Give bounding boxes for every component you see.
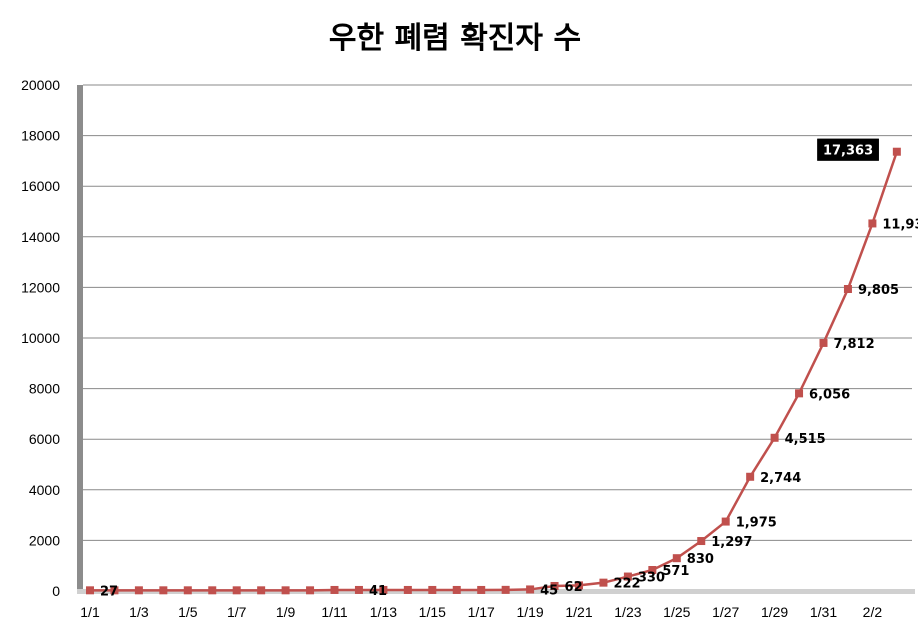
data-point [452, 585, 461, 594]
data-point [379, 585, 388, 594]
x-tick-label: 1/21 [565, 604, 592, 620]
data-point [257, 586, 266, 595]
data-label: 27 [100, 584, 118, 599]
x-tick-label: 1/27 [712, 604, 739, 620]
y-tick-label: 8000 [29, 381, 60, 397]
y-tick-label: 2000 [29, 532, 60, 548]
x-tick-label: 1/13 [370, 604, 397, 620]
data-point [330, 585, 339, 594]
x-axis-floor [77, 589, 915, 594]
y-tick-label: 12000 [21, 279, 60, 295]
data-point [746, 472, 755, 481]
data-point [892, 147, 901, 156]
series-line [86, 147, 901, 595]
data-label: 17,363 [823, 144, 873, 159]
y-tick-label: 0 [52, 583, 60, 599]
data-point [599, 578, 608, 587]
data-point [697, 537, 706, 546]
data-label: 830 [687, 552, 714, 567]
data-point [306, 586, 315, 595]
data-point [623, 572, 632, 581]
data-point [110, 586, 119, 595]
x-tick-label: 1/7 [227, 604, 247, 620]
x-tick-label: 1/23 [614, 604, 641, 620]
data-point [721, 517, 730, 526]
data-label: 1,975 [736, 516, 777, 531]
data-point [648, 566, 657, 575]
data-point [134, 586, 143, 595]
y-tick-label: 6000 [29, 431, 60, 447]
data-point [403, 585, 412, 594]
data-label: 62 [565, 580, 583, 595]
x-axis-ticks: 1/1 1/3 1/5 1/7 1/9 1/11 1/13 1/15 1/17 1/19 1/21 1… [80, 604, 882, 620]
data-point [575, 581, 583, 590]
data-point [526, 585, 535, 594]
y-tick-label: 14000 [21, 229, 60, 245]
x-tick-label: 2/2 [863, 604, 883, 620]
y-tick-label: 18000 [21, 128, 60, 144]
data-label: 45 [540, 583, 558, 598]
data-point [183, 586, 192, 595]
data-label: 1,297 [711, 535, 752, 550]
data-label: 7,812 [834, 337, 875, 352]
chart-title: 우한 폐렴 확진자 수 [329, 21, 581, 56]
x-tick-label: 1/1 [80, 604, 100, 620]
data-point [354, 585, 363, 594]
data-label: 9,805 [858, 283, 899, 298]
x-tick-label: 1/31 [810, 604, 837, 620]
data-label: 2,744 [760, 471, 801, 486]
data-label: 222 [613, 577, 640, 592]
data-label: 6,056 [809, 387, 850, 402]
y-axis-wall [77, 85, 83, 593]
data-point [770, 433, 779, 442]
data-point [843, 284, 852, 293]
series-line-path [90, 151, 899, 592]
data-point [428, 585, 437, 594]
data-label: 11,937 [882, 217, 918, 232]
data-point [672, 554, 681, 563]
data-label: 330 [638, 571, 665, 586]
data-label: 41 [369, 584, 387, 599]
y-tick-label: 20000 [21, 77, 60, 93]
data-point [477, 585, 486, 594]
gridlines [83, 84, 912, 541]
data-point [281, 586, 290, 595]
y-tick-label: 10000 [21, 330, 60, 346]
x-tick-label: 1/9 [276, 604, 296, 620]
x-tick-label: 1/15 [419, 604, 446, 620]
y-tick-label: 4000 [29, 482, 60, 498]
x-tick-label: 1/11 [321, 604, 347, 620]
x-tick-label: 1/17 [468, 604, 495, 620]
x-tick-label: 1/29 [761, 604, 788, 620]
x-tick-label: 1/5 [178, 604, 198, 620]
data-point [550, 581, 559, 590]
x-tick-label: 1/3 [129, 604, 149, 620]
data-label: 4,515 [785, 432, 826, 447]
data-point [795, 389, 804, 398]
data-point [208, 586, 217, 595]
data-point [159, 586, 168, 595]
data-label: 571 [662, 564, 689, 579]
data-point [232, 586, 241, 595]
y-axis-ticks: 0 2000 4000 6000 8000 10000 12000 14000 16000 180… [21, 77, 60, 599]
y-tick-label: 16000 [21, 178, 60, 194]
data-point [819, 338, 828, 347]
x-tick-label: 1/19 [516, 604, 543, 620]
x-tick-label: 1/25 [663, 604, 690, 620]
data-point [86, 586, 94, 595]
data-point [501, 585, 510, 594]
data-point [868, 219, 877, 228]
data-label-box [817, 138, 879, 161]
